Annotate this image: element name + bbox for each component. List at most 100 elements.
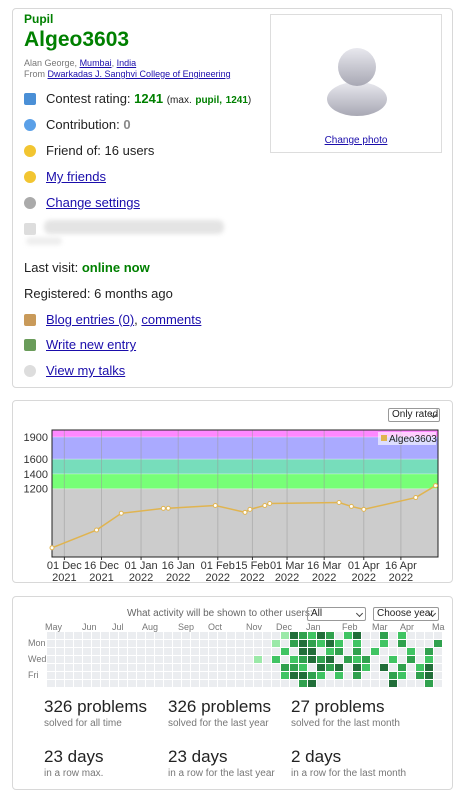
- contribution: 0: [123, 117, 131, 132]
- activity-cell: [281, 680, 289, 687]
- activity-cell: [182, 672, 190, 679]
- rating-point: [94, 527, 100, 533]
- activity-cell: [308, 640, 316, 647]
- activity-cell: [101, 640, 109, 647]
- activity-cell: [200, 640, 208, 647]
- activity-cell: [47, 656, 55, 663]
- activity-cell: [425, 648, 433, 655]
- activity-cell: [407, 632, 415, 639]
- month-label: Apr: [400, 622, 414, 632]
- activity-cell: [209, 656, 217, 663]
- rank: Pupil: [24, 12, 54, 26]
- activity-cell: [74, 656, 82, 663]
- activity-cell: [299, 664, 307, 671]
- activity-cell: [335, 672, 343, 679]
- activity-cell: [137, 664, 145, 671]
- activity-cell: [227, 664, 235, 671]
- activity-cell: [137, 672, 145, 679]
- activity-cell: [317, 640, 325, 647]
- activity-cell: [146, 640, 154, 647]
- talks-link[interactable]: View my talks: [46, 363, 126, 378]
- rating-filter[interactable]: Only rated: [388, 408, 440, 422]
- activity-cell: [290, 680, 298, 687]
- activity-cell: [371, 656, 379, 663]
- activity-cell: [425, 672, 433, 679]
- city-link[interactable]: Mumbai: [79, 58, 112, 68]
- x-tick-label: 01 Feb 2022: [200, 560, 235, 584]
- rating-point: [247, 506, 253, 512]
- activity-cell: [326, 672, 334, 679]
- x-tick-label: 15 Feb 2022: [235, 560, 270, 584]
- activity-cell: [335, 648, 343, 655]
- activity-cell: [335, 656, 343, 663]
- activity-cell: [371, 664, 379, 671]
- month-label: Jun: [82, 622, 97, 632]
- activity-cell: [191, 656, 199, 663]
- max-rank: pupil: [195, 95, 220, 106]
- blurred-email: [26, 237, 62, 245]
- activity-cell: [371, 632, 379, 639]
- rank-band: [52, 459, 438, 474]
- rating-point: [348, 503, 354, 509]
- activity-cell: [299, 656, 307, 663]
- activity-cell: [407, 664, 415, 671]
- visibility-select[interactable]: All: [307, 607, 366, 621]
- month-label: Ma: [432, 622, 445, 632]
- activity-cell: [254, 648, 262, 655]
- activity-cell: [47, 672, 55, 679]
- change-settings-link[interactable]: Change settings: [46, 195, 140, 210]
- y-tick-label: 1600: [24, 454, 48, 466]
- comments-link[interactable]: comments: [141, 312, 202, 327]
- activity-cell: [65, 640, 73, 647]
- write-entry-link[interactable]: Write new entry: [46, 337, 137, 352]
- activity-cell: [56, 680, 64, 687]
- activity-cell: [398, 680, 406, 687]
- activity-cell: [173, 648, 181, 655]
- activity-cell: [200, 632, 208, 639]
- legend-box: [378, 432, 436, 445]
- my-friends-link[interactable]: My friends: [46, 169, 106, 184]
- plot-frame: [51, 429, 439, 558]
- blog-entries-link[interactable]: Blog entries (0): [46, 312, 135, 327]
- y-tick-label: 1200: [24, 484, 48, 496]
- activity-cell: [110, 640, 118, 647]
- y-tick-label: 1900: [24, 432, 48, 444]
- legend-swatch: [381, 435, 387, 441]
- activity-cell: [200, 672, 208, 679]
- country-link[interactable]: India: [116, 58, 137, 68]
- activity-cell: [245, 640, 253, 647]
- activity-cell: [362, 672, 370, 679]
- activity-cell: [191, 648, 199, 655]
- activity-cell: [119, 640, 127, 647]
- activity-cell: [164, 632, 172, 639]
- activity-cell: [326, 648, 334, 655]
- activity-cell: [92, 640, 100, 647]
- activity-cell: [218, 648, 226, 655]
- year-select[interactable]: Choose year: [373, 607, 439, 621]
- day-label: Mon: [28, 638, 46, 648]
- activity-cell: [191, 632, 199, 639]
- stat-value: 2 days: [291, 747, 342, 766]
- activity-cell: [101, 680, 109, 687]
- activity-cell: [380, 632, 388, 639]
- activity-cell: [209, 648, 217, 655]
- activity-cell: [371, 640, 379, 647]
- rating-point: [118, 510, 124, 516]
- activity-cell: [92, 672, 100, 679]
- activity-cell: [83, 656, 91, 663]
- change-photo-link[interactable]: Change photo: [324, 135, 388, 146]
- activity-cell: [155, 672, 163, 679]
- activity-cell: [254, 672, 262, 679]
- activity-cell: [308, 680, 316, 687]
- activity-cell: [164, 664, 172, 671]
- activity-cell: [326, 640, 334, 647]
- activity-cell: [362, 664, 370, 671]
- activity-cell: [74, 672, 82, 679]
- activity-cell: [263, 640, 271, 647]
- organization-link[interactable]: Dwarkadas J. Sanghvi College of Engineer…: [47, 69, 231, 79]
- activity-cell: [128, 656, 136, 663]
- month-label: Mar: [372, 622, 388, 632]
- activity-cell: [146, 656, 154, 663]
- activity-cell: [65, 648, 73, 655]
- activity-cell: [416, 680, 424, 687]
